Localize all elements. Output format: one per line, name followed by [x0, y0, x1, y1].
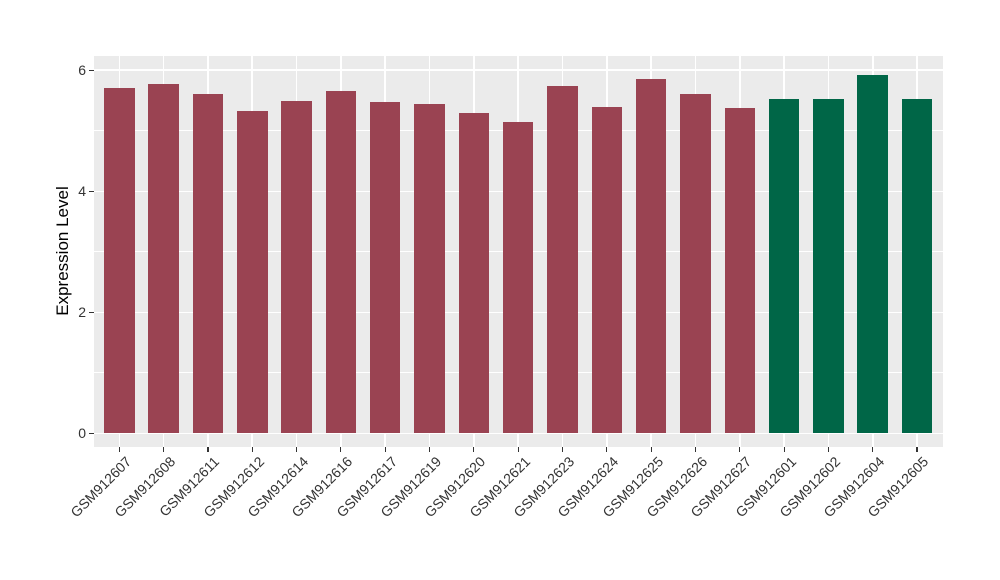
x-tick-mark-GSM912619 [428, 446, 431, 452]
x-tick-mark-GSM912612 [251, 446, 253, 452]
y-tick-mark-0 [89, 432, 94, 434]
bar-GSM912614 [281, 101, 312, 434]
y-tick-mark-4 [89, 190, 94, 192]
bar-GSM912612 [237, 110, 268, 434]
y-tick-label-0: 0 [78, 425, 86, 442]
bar-GSM912624 [591, 106, 623, 434]
x-tick-mark-GSM912608 [163, 446, 165, 452]
y-tick-label-6: 6 [78, 62, 86, 79]
x-tick-mark-GSM912627 [739, 446, 741, 452]
bar-GSM912620 [458, 112, 490, 434]
x-tick-mark-GSM912620 [473, 446, 475, 452]
plot-panel [94, 56, 943, 447]
x-tick-mark-GSM912614 [295, 446, 298, 452]
x-tick-mark-GSM912624 [606, 446, 608, 452]
x-tick-mark-GSM912621 [517, 446, 519, 452]
x-tick-mark-GSM912604 [872, 446, 874, 452]
bar-GSM912616 [325, 90, 357, 434]
y-axis-title: Expression Level [53, 186, 72, 316]
x-tick-mark-GSM912617 [384, 446, 386, 452]
x-tick-mark-GSM912611 [207, 446, 209, 452]
y-tick-label-4: 4 [78, 183, 86, 200]
bar-GSM912626 [680, 93, 711, 434]
bar-GSM912627 [724, 107, 756, 434]
x-tick-mark-GSM912626 [694, 446, 697, 452]
bar-GSM912625 [635, 79, 667, 434]
bar-GSM912604 [857, 75, 888, 434]
bar-GSM912601 [768, 99, 800, 434]
x-tick-mark-GSM912625 [650, 446, 652, 452]
bar-GSM912608 [148, 83, 179, 434]
bar-GSM912621 [502, 121, 534, 434]
x-tick-mark-GSM912601 [783, 446, 785, 452]
x-tick-mark-GSM912623 [561, 446, 564, 452]
bar-GSM912607 [104, 87, 135, 434]
bar-GSM912605 [901, 98, 933, 434]
x-tick-mark-GSM912605 [916, 446, 918, 452]
bar-GSM912602 [813, 98, 844, 434]
x-tick-mark-GSM912607 [118, 446, 120, 452]
x-tick-mark-GSM912616 [340, 446, 342, 452]
bar-GSM912619 [414, 104, 445, 434]
y-tick-mark-6 [89, 69, 94, 71]
bar-GSM912617 [369, 101, 401, 434]
y-tick-label-2: 2 [78, 304, 86, 321]
x-tick-mark-GSM912602 [827, 446, 829, 452]
y-tick-mark-2 [89, 311, 94, 313]
bar-GSM912623 [547, 86, 578, 434]
bar-GSM912611 [192, 94, 224, 434]
